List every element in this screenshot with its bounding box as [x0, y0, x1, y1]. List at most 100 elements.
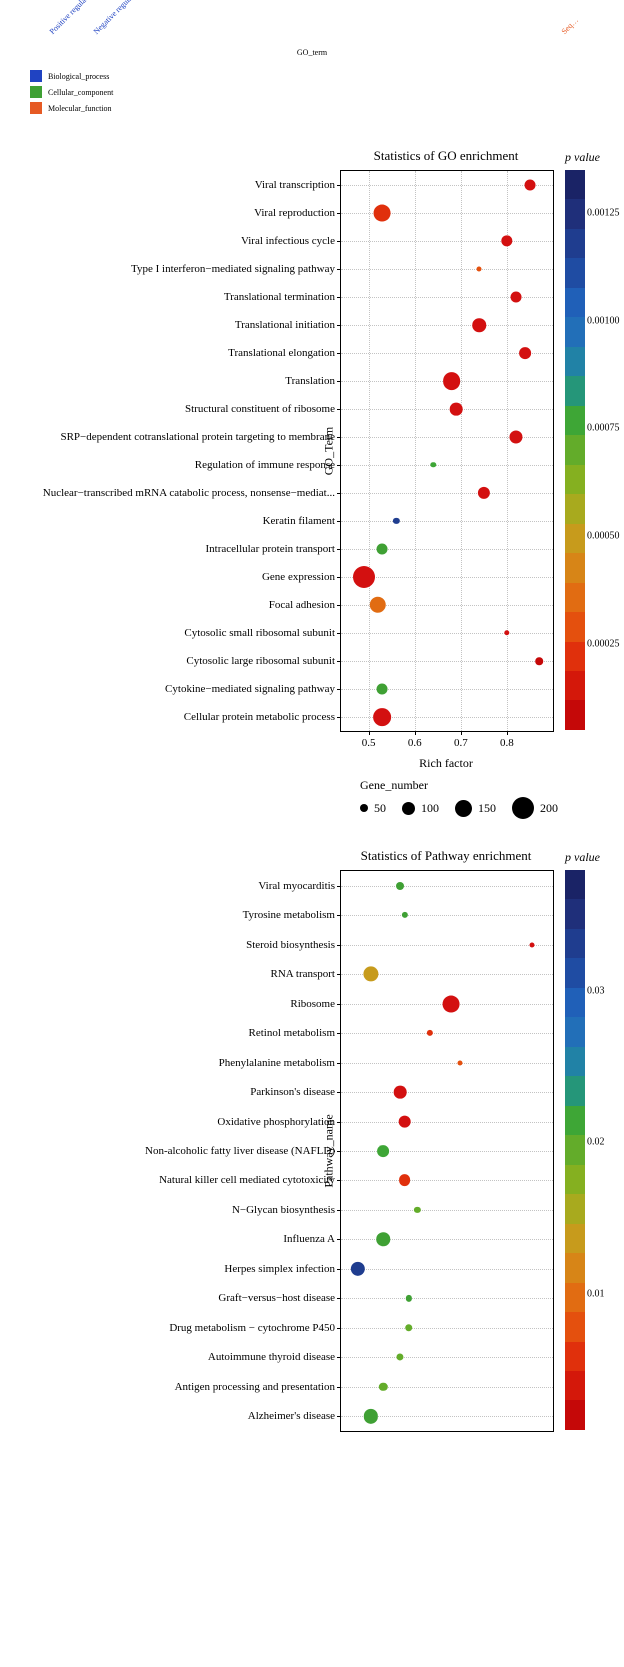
bubble: [457, 1060, 462, 1065]
grid-row: [341, 409, 553, 410]
y-category-label: Type I interferon−mediated signaling pat…: [131, 264, 341, 275]
y-tick: [337, 241, 341, 242]
y-category-label: Drug metabolism − cytochrome P450: [169, 1323, 341, 1334]
colorbar-segment: [565, 870, 585, 899]
y-tick: [337, 1092, 341, 1093]
legend-label: Molecular_function: [48, 104, 112, 113]
go-x-axis-title: Rich factor: [340, 756, 552, 771]
grid-row: [341, 1063, 553, 1064]
grid-col: [415, 171, 416, 731]
y-tick: [337, 577, 341, 578]
bubble: [504, 630, 509, 635]
legend-label: Biological_process: [48, 72, 109, 81]
y-tick: [337, 269, 341, 270]
size-legend-dot: [360, 804, 368, 812]
top-axis-title: GO_term: [0, 48, 624, 57]
grid-row: [341, 1328, 553, 1329]
x-tick-label: 0.6: [408, 737, 422, 749]
size-legend-title: Gene_number: [360, 778, 580, 793]
go-title: Statistics of GO enrichment: [340, 148, 552, 164]
x-tick-label: 0.8: [500, 737, 514, 749]
y-tick: [337, 353, 341, 354]
legend-row: Cellular_component: [30, 86, 113, 98]
grid-row: [341, 493, 553, 494]
bubble: [399, 1175, 411, 1187]
top-rotated-axis: Positive regulat…Negative regulat…Seq…: [10, 0, 614, 40]
legend-row: Molecular_function: [30, 102, 113, 114]
y-tick: [337, 886, 341, 887]
y-category-label: Translational termination: [224, 292, 341, 303]
bubble: [478, 487, 490, 499]
y-category-label: Viral transcription: [255, 180, 341, 191]
y-tick: [337, 1122, 341, 1123]
y-tick: [337, 689, 341, 690]
size-legend-dot: [402, 802, 415, 815]
y-tick: [337, 465, 341, 466]
colorbar-segment: [565, 288, 585, 317]
colorbar-tick: 0.02: [587, 1137, 605, 1148]
y-tick: [337, 1063, 341, 1064]
y-category-label: Translation: [285, 376, 341, 387]
y-tick: [337, 1328, 341, 1329]
grid-row: [341, 1210, 553, 1211]
grid-row: [341, 213, 553, 214]
bubble: [396, 882, 404, 890]
y-category-label: Gene expression: [262, 572, 341, 583]
grid-row: [341, 945, 553, 946]
colorbar-tick: 0.00075: [587, 423, 620, 434]
bubble: [443, 372, 461, 390]
colorbar-segment: [565, 494, 585, 523]
colorbar-segment: [565, 376, 585, 405]
bubble: [443, 995, 460, 1012]
colorbar-segment: [565, 612, 585, 641]
y-category-label: Retinol metabolism: [249, 1028, 341, 1039]
y-category-label: Viral infectious cycle: [241, 236, 341, 247]
grid-col: [369, 171, 370, 731]
bubble: [401, 912, 407, 918]
y-category-label: Keratin filament: [263, 516, 341, 527]
grid-col: [507, 171, 508, 731]
grid-row: [341, 465, 553, 466]
colorbar-segment: [565, 1017, 585, 1046]
grid-row: [341, 1151, 553, 1152]
y-tick: [337, 297, 341, 298]
bubble: [353, 566, 375, 588]
size-legend-item: 100: [402, 797, 439, 819]
bubble: [524, 180, 535, 191]
x-tick-label: 0.5: [362, 737, 376, 749]
top-rotated-label: Negative regulat…: [92, 0, 142, 36]
size-legend-item: 150: [455, 797, 496, 819]
bubble: [501, 235, 512, 246]
bubble: [364, 1409, 378, 1423]
y-tick: [337, 521, 341, 522]
colorbar-segment: [565, 1400, 585, 1429]
y-tick: [337, 974, 341, 975]
colorbar-segment: [565, 170, 585, 199]
colorbar-segment: [565, 1283, 585, 1312]
y-tick: [337, 1180, 341, 1181]
grid-row: [341, 325, 553, 326]
y-category-label: Intracellular protein transport: [205, 544, 341, 555]
bubble: [477, 267, 482, 272]
y-tick: [337, 437, 341, 438]
y-tick: [337, 1033, 341, 1034]
size-legend: Gene_number 50 100 150 200: [360, 778, 580, 823]
size-legend-label: 200: [540, 801, 558, 816]
colorbar-segment: [565, 524, 585, 553]
colorbar-segment: [565, 642, 585, 671]
colorbar-tick: 0.03: [587, 986, 605, 997]
top-rotated-label: Positive regulat…: [48, 0, 95, 36]
legend-row: Biological_process: [30, 70, 113, 82]
size-legend-item: 50: [360, 797, 386, 819]
path-plot: Pathway_name Viral myocarditisTyrosine m…: [340, 870, 554, 1432]
grid-row: [341, 1239, 553, 1240]
y-tick: [337, 633, 341, 634]
y-tick: [337, 1210, 341, 1211]
bubble: [377, 1233, 391, 1247]
grid-row: [341, 1092, 553, 1093]
legend-swatch: [30, 102, 42, 114]
x-tick: [415, 731, 416, 735]
colorbar-segment: [565, 929, 585, 958]
grid-row: [341, 269, 553, 270]
bubble: [511, 292, 522, 303]
